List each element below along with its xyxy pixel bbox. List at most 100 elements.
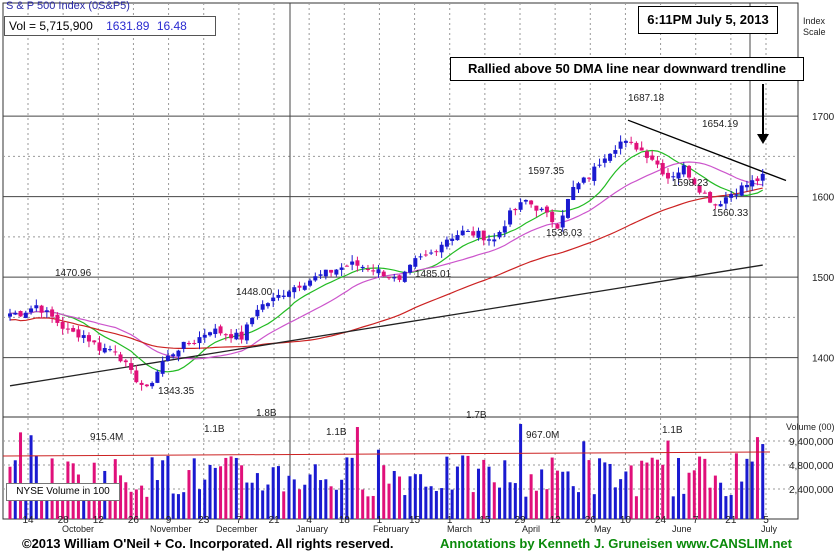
candle-body [265, 303, 270, 307]
price-label: 1598.23 [672, 178, 709, 189]
volume-bar [282, 491, 286, 519]
volume-bar [208, 464, 212, 519]
volume-bar [287, 475, 291, 519]
volume-bar [561, 471, 565, 519]
volume-bar [503, 460, 507, 519]
volume-bar [29, 435, 33, 519]
candle-body [497, 231, 502, 238]
candle-body [418, 256, 423, 258]
price-label: 1560.33 [712, 208, 749, 219]
candle-body [155, 371, 160, 383]
volume-bar [382, 465, 386, 519]
volume-bar [492, 482, 496, 519]
candle-body [202, 334, 207, 338]
volume-bar [203, 479, 207, 519]
volume-bar [213, 467, 217, 519]
volume-bar [366, 496, 370, 519]
candle-body [323, 269, 328, 277]
month-label: July [761, 524, 778, 534]
candle-body [402, 271, 407, 282]
volume-bar [745, 458, 749, 519]
volume-bar [655, 459, 659, 519]
candle-body [492, 239, 497, 242]
volume-bar [740, 481, 744, 519]
candle-body [318, 274, 323, 276]
volume-bar [155, 480, 159, 519]
volume-bar [319, 480, 323, 519]
candle-body [592, 166, 597, 181]
volume-bar [245, 482, 249, 519]
candle-body [329, 269, 334, 273]
price-label: 1470.96 [55, 268, 92, 279]
volume-bar [140, 485, 144, 519]
volume-bar [666, 440, 670, 519]
volume-label: 915.4M [90, 432, 123, 443]
candle-body [223, 334, 228, 336]
volume-bar [566, 471, 570, 519]
candle-body [708, 192, 713, 203]
candle-body [560, 215, 565, 228]
price-label: 1597.35 [528, 166, 565, 177]
volume-bar [476, 468, 480, 519]
volume-bar [445, 456, 449, 519]
volume-bar [466, 455, 470, 519]
candle-body [23, 312, 28, 318]
volume-bar [408, 476, 412, 519]
candle-body [702, 192, 707, 194]
volume-bar [266, 484, 270, 519]
candle-body [192, 342, 197, 344]
volume-bar [603, 462, 607, 519]
candle-body [397, 275, 402, 280]
volume-bar [687, 472, 691, 519]
volume-bar [87, 490, 91, 519]
x-tick-label: 26 [128, 515, 140, 526]
volume-bar [434, 491, 438, 519]
candle-body [60, 321, 65, 329]
annotations-credit: Annotations by Kenneth J. Gruneisen www.… [440, 536, 792, 551]
x-tick-label: 29 [514, 515, 526, 526]
vol-box: Vol = 5,715,900 1631.89 16.48 [4, 16, 216, 36]
candle-body [234, 332, 239, 340]
x-tick-label: 4 [306, 515, 312, 526]
volume-bar [271, 467, 275, 519]
volume-bar [166, 455, 170, 519]
x-tick-label: 14 [22, 515, 34, 526]
candle-body [150, 382, 155, 387]
candle-body [350, 261, 355, 265]
change-value: 16.48 [156, 19, 187, 33]
volume-bar [592, 494, 596, 519]
candle-body [102, 348, 107, 353]
volume-bar [482, 459, 486, 519]
candle-body [613, 150, 618, 154]
candle-body [465, 230, 470, 232]
candle-body [671, 176, 676, 178]
volume-bar [219, 466, 223, 519]
candle-body [581, 177, 586, 183]
candle-body [186, 342, 191, 345]
volume-bar [587, 460, 591, 519]
candle-body [565, 198, 570, 218]
nyse-volume-label: NYSE Volume in 100 [6, 483, 120, 501]
volume-bar [324, 479, 328, 519]
month-label: May [594, 524, 612, 534]
price-label: 1485.01 [415, 269, 452, 280]
volume-bar [529, 474, 533, 519]
volume-bar [145, 496, 149, 519]
candle-body [687, 165, 692, 178]
candle-body [413, 258, 418, 267]
volume-bar [24, 496, 28, 519]
volume-bar [624, 471, 628, 519]
volume-label: 1.1B [204, 424, 225, 435]
volume-bar [545, 489, 549, 519]
candle-body [713, 204, 718, 206]
volume-bar [550, 457, 554, 519]
volume-bar [45, 485, 49, 519]
volume-bar [555, 470, 559, 519]
candle-body [644, 151, 649, 158]
volume-bar [161, 460, 165, 519]
volume-bar [334, 489, 338, 519]
price-tick-label: 1400 [812, 354, 835, 365]
price-label: 1448.00 [236, 287, 273, 298]
trendline [627, 119, 787, 182]
